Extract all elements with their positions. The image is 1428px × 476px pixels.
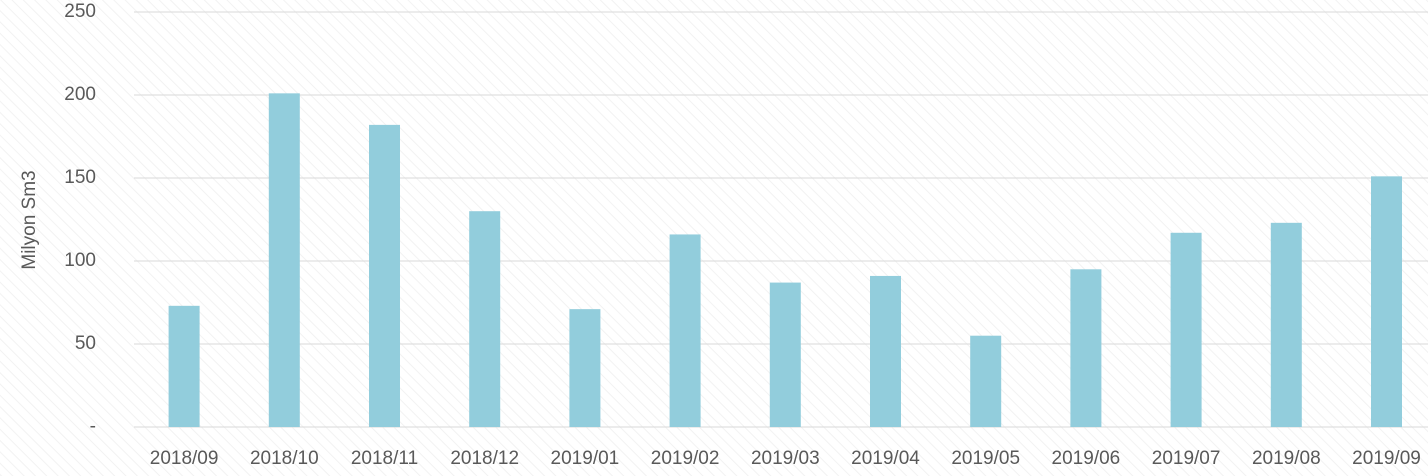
bar xyxy=(1170,232,1202,427)
x-tick-label: 2019/04 xyxy=(851,448,920,469)
bar xyxy=(168,305,200,427)
bar xyxy=(769,282,801,427)
y-tick-label: 100 xyxy=(64,250,96,271)
x-tick-label: 2018/09 xyxy=(150,448,219,469)
y-tick-label: - xyxy=(90,416,96,437)
bar xyxy=(369,124,400,427)
bar xyxy=(1371,176,1402,427)
y-tick-label: 150 xyxy=(64,167,96,188)
x-tick-label: 2018/10 xyxy=(250,448,319,469)
x-tick-label: 2019/06 xyxy=(1052,448,1121,469)
y-tick-label: 50 xyxy=(75,333,96,354)
x-tick-label: 2019/09 xyxy=(1352,448,1421,469)
x-tick-label: 2019/02 xyxy=(651,448,720,469)
x-tick-label: 2018/11 xyxy=(351,448,418,469)
bar xyxy=(268,93,300,427)
x-tick-label: 2019/01 xyxy=(551,448,620,469)
bar xyxy=(569,309,601,427)
y-tick-label: 250 xyxy=(64,1,96,22)
bar xyxy=(669,234,701,427)
bar xyxy=(1070,269,1102,427)
bar xyxy=(469,211,501,427)
x-tick-label: 2019/05 xyxy=(951,448,1020,469)
y-axis-label: Milyon Sm3 xyxy=(19,170,40,269)
bar xyxy=(870,275,901,427)
bar xyxy=(970,335,1002,427)
x-tick-label: 2019/08 xyxy=(1252,448,1321,469)
x-tick-label: 2018/12 xyxy=(450,448,519,469)
x-tick-label: 2019/07 xyxy=(1152,448,1221,469)
x-tick-label: 2019/03 xyxy=(751,448,820,469)
y-tick-label: 200 xyxy=(64,84,96,105)
bar xyxy=(1270,222,1302,427)
